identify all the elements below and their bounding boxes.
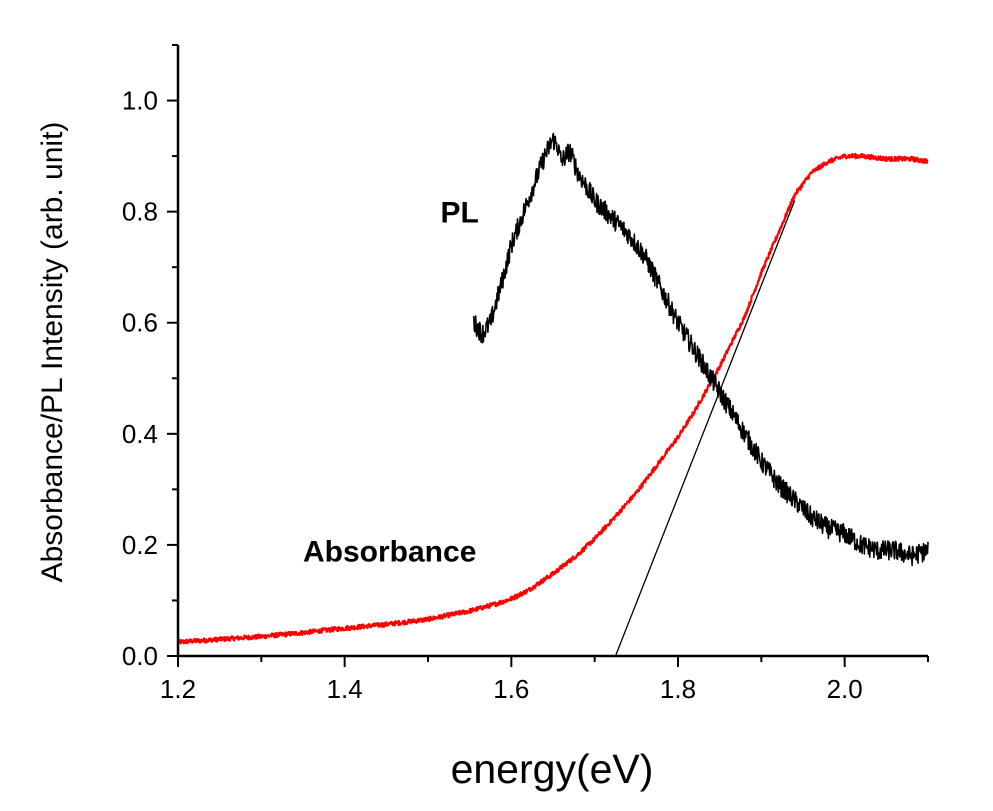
x-axis-title: energy(eV) [451, 746, 654, 792]
tangent-fit-line [614, 200, 796, 657]
y-tick-label: 0.0 [122, 641, 158, 671]
x-tick-label: 2.0 [827, 674, 863, 704]
annotation-absorbance: Absorbance [303, 536, 476, 569]
axes-layer: 1.2 1.4 1.6 1.8 2.0 0.0 0.2 0.4 0.6 0.8 1.0 [122, 44, 929, 704]
annotation-layer: PL Absorbance [303, 197, 479, 569]
x-tick-label: 1.4 [327, 674, 363, 704]
absorbance-series-line [176, 152, 929, 645]
y-tick-label: 0.2 [122, 530, 158, 560]
x-tick-label: 1.2 [160, 674, 196, 704]
y-tick-label: 0.4 [122, 419, 158, 449]
y-tick-label: 0.6 [122, 308, 158, 338]
x-tick-label: 1.6 [493, 674, 529, 704]
y-tick-label: 1.0 [122, 86, 158, 116]
series-layer [176, 132, 929, 657]
y-axis-title: Absorbance/PL Intensity (arb. unit) [36, 122, 69, 583]
annotation-pl: PL [441, 197, 479, 230]
y-tick-label: 0.8 [122, 197, 158, 227]
x-tick-label: 1.8 [660, 674, 696, 704]
pl-series-line [473, 132, 929, 567]
